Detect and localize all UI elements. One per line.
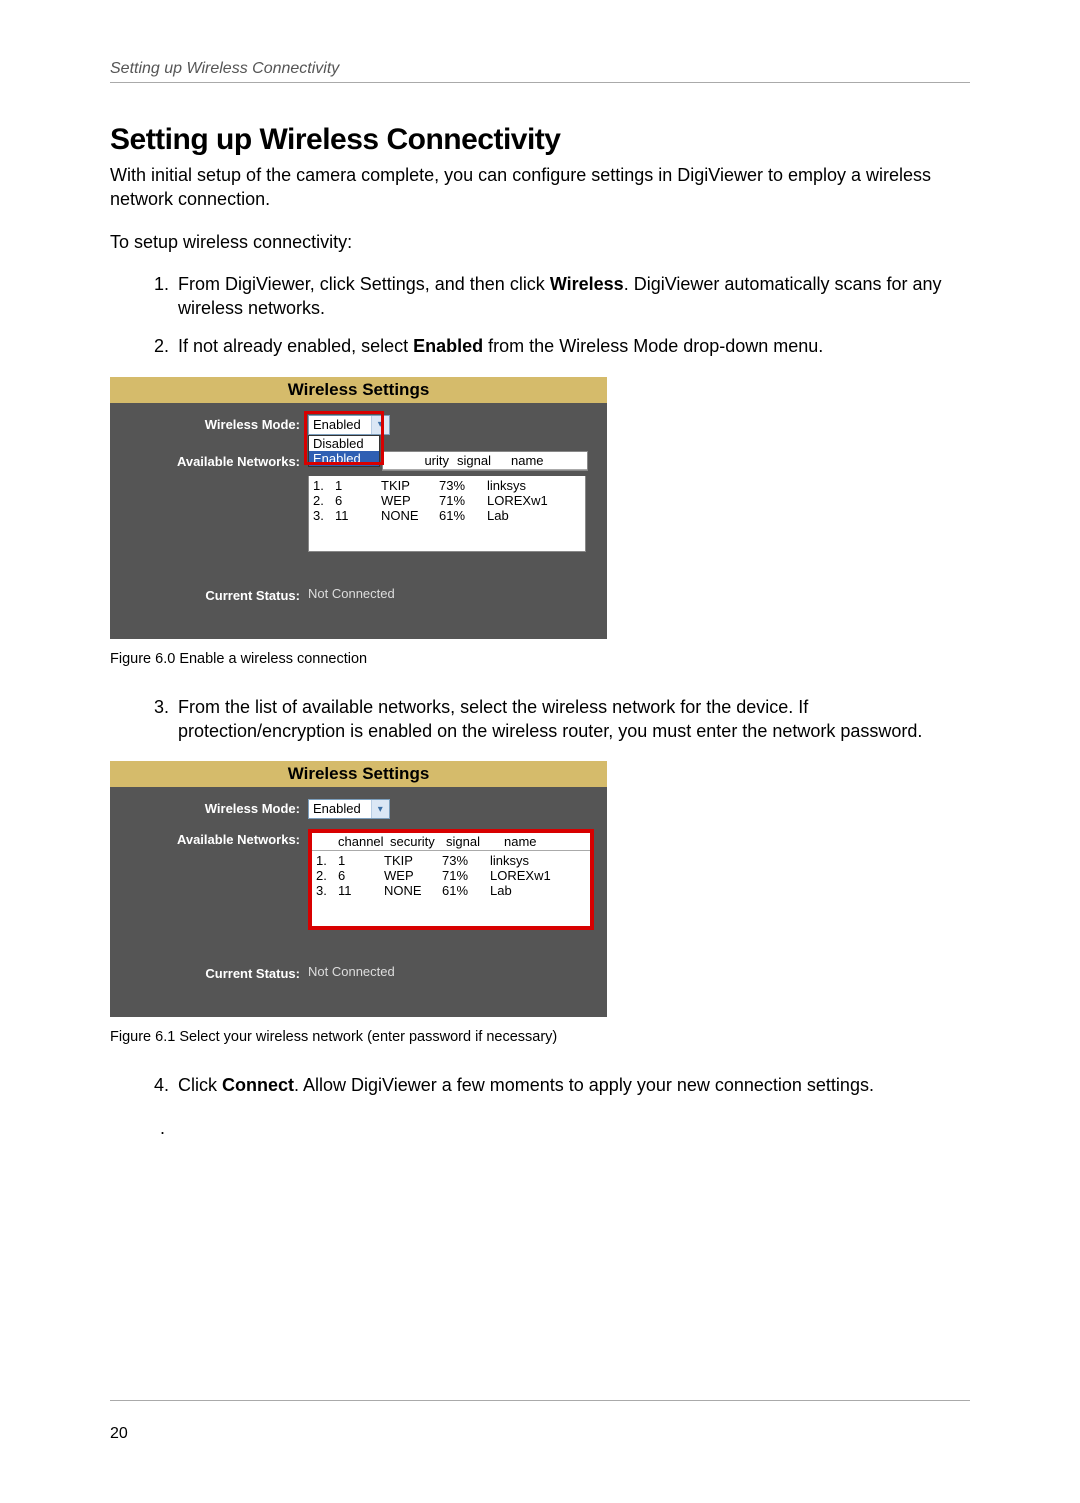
figure-caption-61: Figure 6.1 Select your wireless network … [110, 1029, 970, 1045]
network-rows[interactable]: 1. 1 TKIP 73% linksys 2. 6 WEP 71% [308, 476, 586, 552]
page-number: 20 [110, 1425, 128, 1442]
wireless-settings-panel-2: Wireless Settings Wireless Mode: Enabled… [110, 761, 607, 1017]
steps-list: From DigiViewer, click Settings, and the… [110, 272, 970, 359]
network-list-highlighted[interactable]: channel security signal name 1. 1 TKIP 7… [308, 829, 594, 930]
network-row[interactable]: 2. 6 WEP 71% LOREXw1 [313, 493, 581, 508]
current-status-value: Not Connected [308, 586, 395, 603]
lead-text: To setup wireless connectivity: [110, 230, 970, 254]
dropdown-options[interactable]: Disabled Enabled [308, 435, 380, 467]
panel-title: Wireless Settings [110, 377, 607, 403]
network-row[interactable]: 2. 6 WEP 71% LOREXw1 [316, 868, 586, 883]
steps-list-cont: From the list of available networks, sel… [110, 695, 970, 744]
current-status-label: Current Status: [120, 586, 308, 603]
wireless-mode-dropdown[interactable]: Enabled ▾ [308, 415, 390, 435]
wireless-mode-label: Wireless Mode: [120, 415, 308, 432]
page-title: Setting up Wireless Connectivity [110, 123, 970, 157]
intro-text: With initial setup of the camera complet… [110, 163, 970, 212]
figure-caption-60: Figure 6.0 Enable a wireless connection [110, 651, 970, 667]
steps-list-cont2: Click Connect. Allow DigiViewer a few mo… [110, 1073, 970, 1097]
step-2: If not already enabled, select Enabled f… [174, 334, 970, 358]
step-3: From the list of available networks, sel… [174, 695, 970, 744]
current-status-value: Not Connected [308, 964, 395, 981]
network-row[interactable]: 1. 1 TKIP 73% linksys [313, 478, 581, 493]
current-status-label: Current Status: [120, 964, 308, 981]
option-enabled[interactable]: Enabled [309, 451, 379, 466]
panel-title: Wireless Settings [110, 761, 607, 787]
wireless-mode-label: Wireless Mode: [120, 799, 308, 816]
stray-period: . [110, 1116, 970, 1140]
step-1: From DigiViewer, click Settings, and the… [174, 272, 970, 321]
step-4: Click Connect. Allow DigiViewer a few mo… [174, 1073, 970, 1097]
running-header: Setting up Wireless Connectivity [110, 60, 970, 83]
wireless-settings-panel-1: Wireless Settings Wireless Mode: Enabled… [110, 377, 607, 639]
network-row[interactable]: 3. 11 NONE 61% Lab [316, 883, 586, 898]
dropdown-selected: Enabled [309, 800, 371, 818]
option-disabled[interactable]: Disabled [309, 436, 379, 451]
wireless-mode-dropdown[interactable]: Enabled ▾ [308, 799, 390, 819]
network-row[interactable]: 3. 11 NONE 61% Lab [313, 508, 581, 523]
network-row[interactable]: 1. 1 TKIP 73% linksys [316, 853, 586, 868]
chevron-down-icon: ▾ [371, 416, 389, 434]
chevron-down-icon: ▾ [371, 800, 389, 818]
available-networks-label: Available Networks: [120, 829, 308, 847]
dropdown-selected: Enabled [309, 416, 371, 434]
network-list-header: channel security signal name [312, 833, 590, 851]
